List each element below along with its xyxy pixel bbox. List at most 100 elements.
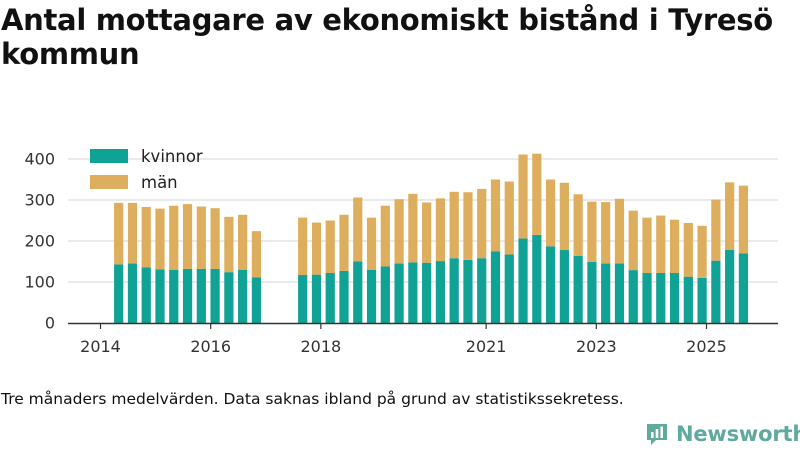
bar-kvinnor bbox=[422, 262, 432, 323]
bar-kvinnor bbox=[224, 272, 234, 323]
x-tick-label: 2025 bbox=[686, 337, 727, 356]
x-tick-label: 2014 bbox=[80, 337, 121, 356]
bar-man bbox=[155, 208, 165, 270]
bar-man bbox=[251, 231, 262, 278]
x-tick-label: 2023 bbox=[576, 337, 617, 356]
bar-kvinnor bbox=[449, 258, 459, 323]
newsworthy-logo-icon bbox=[647, 424, 667, 445]
bar-kvinnor bbox=[669, 272, 680, 323]
x-tick-label: 2018 bbox=[301, 337, 342, 356]
bar-kvinnor bbox=[114, 264, 124, 323]
bar-kvinnor bbox=[366, 269, 377, 323]
legend-swatch-kvinnor bbox=[90, 149, 128, 163]
bar-kvinnor bbox=[127, 263, 138, 323]
bar-man bbox=[114, 202, 124, 265]
bar-man bbox=[311, 222, 322, 275]
legend: kvinnor män bbox=[90, 147, 203, 192]
bar-man bbox=[408, 193, 418, 263]
bar-man bbox=[127, 202, 138, 264]
bar-kvinnor bbox=[642, 272, 652, 323]
bar-kvinnor bbox=[251, 277, 262, 323]
bar-man bbox=[573, 194, 583, 256]
bar-kvinnor bbox=[210, 268, 220, 323]
bar-man bbox=[504, 181, 514, 255]
bar-man bbox=[532, 153, 542, 235]
newsworthy-brand-text: Newsworthy bbox=[676, 422, 800, 446]
bar-man bbox=[711, 199, 721, 261]
bar-man bbox=[463, 192, 473, 260]
y-tick-label: 100 bbox=[24, 273, 55, 292]
bar-kvinnor bbox=[532, 234, 542, 323]
bar-man bbox=[559, 182, 569, 251]
bar-man bbox=[656, 215, 666, 273]
bar-man bbox=[738, 185, 749, 254]
bar-man bbox=[224, 216, 234, 273]
bar-kvinnor bbox=[504, 254, 514, 323]
bar-kvinnor bbox=[311, 274, 322, 323]
bar-kvinnor bbox=[614, 263, 625, 323]
chart-caption: Tre månaders medelvärden. Data saknas ib… bbox=[1, 390, 624, 408]
bar-man bbox=[394, 199, 404, 264]
bar-kvinnor bbox=[141, 267, 151, 323]
bar-kvinnor bbox=[408, 262, 418, 323]
bar-man bbox=[435, 198, 446, 262]
bar-man bbox=[298, 217, 308, 276]
bar-kvinnor bbox=[298, 275, 308, 323]
bar-man bbox=[339, 214, 349, 271]
bar-man bbox=[683, 222, 693, 277]
bar-man bbox=[449, 191, 459, 259]
bar-man bbox=[587, 201, 597, 262]
bar-kvinnor bbox=[196, 268, 206, 323]
bar-kvinnor bbox=[490, 251, 501, 323]
bar-man bbox=[141, 206, 151, 268]
bar-man bbox=[325, 220, 335, 273]
bar-kvinnor bbox=[656, 272, 666, 323]
bar-man bbox=[238, 214, 248, 270]
x-tick-label: 2016 bbox=[190, 337, 231, 356]
bar-kvinnor bbox=[545, 246, 556, 323]
bar-man bbox=[518, 154, 528, 239]
bar-kvinnor bbox=[435, 261, 446, 323]
x-tick-label: 2021 bbox=[466, 337, 507, 356]
bar-kvinnor bbox=[339, 270, 349, 323]
bar-kvinnor bbox=[325, 272, 335, 323]
bar-kvinnor bbox=[463, 259, 473, 323]
bar-kvinnor bbox=[353, 261, 363, 323]
newsworthy-logo[interactable]: Newsworthy bbox=[644, 421, 800, 447]
bar-kvinnor bbox=[155, 269, 165, 323]
y-tick-label: 0 bbox=[45, 314, 55, 333]
bar-kvinnor bbox=[182, 268, 193, 323]
bar-man bbox=[477, 188, 487, 259]
bar-man bbox=[353, 197, 363, 262]
bar-man bbox=[697, 225, 707, 278]
bar-man bbox=[669, 219, 680, 273]
bar-man bbox=[422, 202, 432, 263]
bar-man bbox=[196, 206, 206, 269]
bar-man bbox=[380, 205, 390, 267]
bar-man bbox=[628, 210, 638, 271]
bar-man bbox=[545, 179, 556, 247]
bar-kvinnor bbox=[559, 250, 569, 323]
bar-kvinnor bbox=[628, 270, 638, 323]
bar-man bbox=[182, 204, 193, 269]
bar-man bbox=[642, 217, 652, 273]
bar-man bbox=[169, 205, 179, 270]
bar-kvinnor bbox=[697, 277, 707, 323]
y-tick-label: 300 bbox=[24, 191, 55, 210]
bar-man bbox=[366, 217, 377, 270]
bar-kvinnor bbox=[683, 276, 693, 323]
bar-kvinnor bbox=[238, 269, 248, 323]
legend-label-kvinnor: kvinnor bbox=[141, 147, 203, 166]
bars bbox=[114, 153, 749, 323]
bar-man bbox=[490, 179, 501, 252]
y-tick-label: 200 bbox=[24, 232, 55, 251]
y-tick-label: 400 bbox=[24, 150, 55, 169]
bar-kvinnor bbox=[587, 261, 597, 323]
bar-kvinnor bbox=[518, 238, 528, 323]
bar-kvinnor bbox=[725, 250, 735, 323]
legend-swatch-man bbox=[90, 175, 128, 189]
bar-kvinnor bbox=[169, 269, 179, 323]
bar-kvinnor bbox=[394, 263, 404, 323]
bar-man bbox=[601, 202, 611, 264]
